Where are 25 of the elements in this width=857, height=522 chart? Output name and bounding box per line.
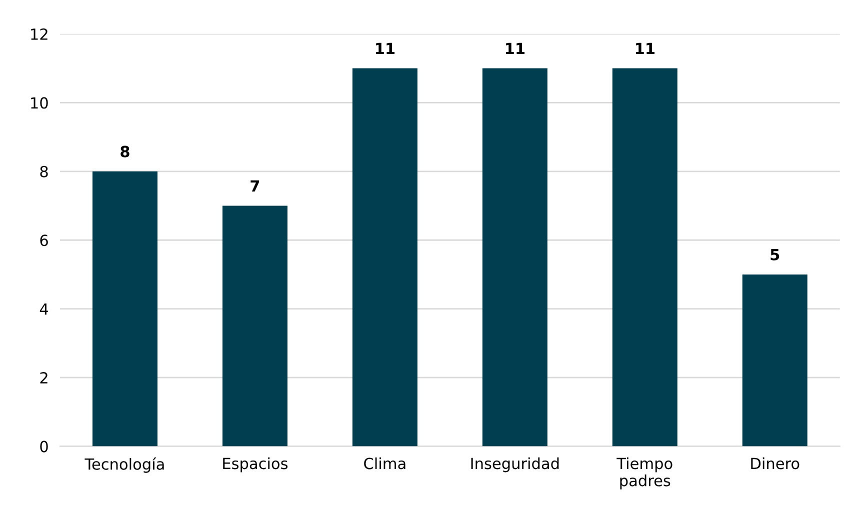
data-label: 11 [506, 42, 524, 54]
data-label: 8 [120, 146, 130, 158]
bar [612, 68, 678, 446]
x-tick-label: Tiempo padres [616, 457, 672, 490]
y-tick-label: 2 [40, 372, 48, 384]
y-tick-label: 0 [40, 440, 48, 452]
bar [352, 68, 418, 446]
y-tick-label: 8 [40, 166, 48, 178]
bar [222, 206, 288, 446]
x-tick-label: Dinero [751, 457, 800, 470]
data-label: 7 [250, 180, 260, 192]
y-tick-label: 6 [40, 234, 48, 246]
x-tick-label: Inseguridad [471, 457, 559, 472]
data-label: 11 [376, 42, 395, 54]
x-tick-label: Espacios [223, 457, 288, 472]
x-tick-label: Clima [364, 457, 406, 470]
bar [742, 274, 808, 446]
bar [482, 68, 548, 446]
bar [92, 171, 158, 446]
y-tick-label: 10 [31, 97, 48, 109]
data-label: 5 [770, 249, 780, 260]
x-tick-label: Tecnología [84, 457, 164, 473]
data-label: 11 [636, 42, 654, 54]
y-tick-label: 4 [40, 304, 48, 315]
y-tick-label: 12 [31, 28, 48, 40]
